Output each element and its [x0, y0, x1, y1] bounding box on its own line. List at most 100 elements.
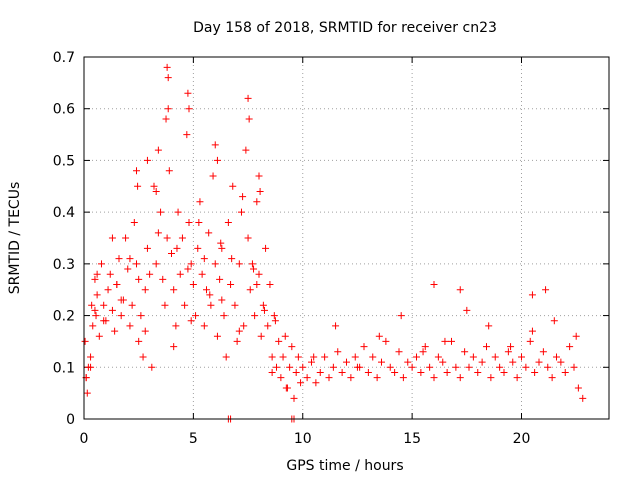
data-point — [378, 358, 385, 366]
data-point — [270, 312, 278, 320]
data-point — [469, 353, 477, 361]
data-point — [299, 363, 307, 371]
data-point — [528, 327, 536, 335]
data-point — [382, 337, 390, 345]
data-point — [395, 348, 403, 356]
data-point — [209, 172, 217, 180]
data-point — [216, 275, 224, 283]
data-point — [93, 270, 101, 278]
data-point — [122, 234, 130, 242]
data-point — [126, 322, 134, 330]
y-tick-label: 0.4 — [53, 205, 75, 221]
data-point — [266, 281, 274, 289]
data-point — [413, 353, 420, 361]
data-point — [548, 374, 556, 382]
y-tick-label: 0.7 — [53, 50, 75, 66]
data-point — [246, 286, 254, 294]
data-point — [108, 306, 116, 314]
data-point — [183, 131, 191, 139]
data-point — [198, 270, 206, 278]
data-point — [83, 389, 91, 397]
data-point — [483, 343, 490, 351]
data-point — [196, 198, 204, 206]
data-point — [104, 286, 112, 294]
data-point — [218, 244, 226, 252]
data-point — [288, 343, 296, 351]
data-point — [572, 332, 580, 340]
data-point — [255, 172, 263, 180]
data-point — [251, 312, 259, 320]
data-point — [113, 281, 121, 289]
data-point — [260, 306, 268, 314]
data-point — [281, 332, 289, 340]
data-point — [185, 218, 193, 226]
data-point — [321, 353, 329, 361]
data-point — [161, 301, 169, 309]
data-point — [259, 301, 267, 309]
data-point — [312, 379, 320, 387]
data-point — [434, 353, 442, 361]
data-point — [397, 312, 405, 320]
grid — [84, 57, 609, 419]
data-point — [222, 353, 230, 361]
data-point — [195, 218, 203, 226]
data-point — [343, 358, 350, 366]
x-axis-label: GPS time / hours — [286, 458, 403, 474]
y-axis-label: SRMTID / TECUs — [7, 182, 23, 295]
data-point — [126, 255, 134, 263]
data-point — [200, 322, 208, 330]
data-point — [157, 208, 165, 216]
data-point — [308, 358, 315, 366]
data-point — [275, 337, 283, 345]
data-point — [282, 384, 290, 392]
data-point — [181, 301, 189, 309]
y-tick-label: 0.1 — [53, 360, 75, 376]
data-point — [496, 363, 504, 371]
data-point — [465, 363, 473, 371]
data-point — [417, 368, 425, 376]
data-point — [456, 374, 464, 382]
data-point — [439, 358, 447, 366]
data-point — [211, 141, 219, 149]
data-point — [227, 281, 235, 289]
data-point — [194, 244, 202, 252]
data-point — [456, 286, 464, 294]
data-points — [81, 63, 587, 423]
data-point — [329, 363, 337, 371]
data-point — [172, 322, 180, 330]
y-tick-label: 0.2 — [53, 309, 75, 325]
data-point — [279, 353, 287, 361]
data-point — [579, 394, 587, 402]
data-point — [334, 348, 342, 356]
data-point — [93, 291, 101, 299]
data-point — [404, 358, 412, 366]
data-point — [184, 265, 192, 273]
y-tick-label: 0.3 — [53, 257, 75, 273]
data-point — [187, 260, 195, 268]
data-point — [248, 260, 256, 268]
data-point — [485, 322, 493, 330]
data-point — [233, 337, 241, 345]
data-point — [91, 275, 99, 283]
data-point — [176, 270, 184, 278]
data-point — [553, 353, 560, 361]
data-point — [164, 105, 172, 113]
data-point — [213, 332, 221, 340]
axis-ticks: 0 0.1 0.2 0.3 0.4 0.5 0.6 0.7 0 5 10 15 20 — [53, 50, 609, 447]
data-point — [419, 348, 427, 356]
data-point — [141, 286, 149, 294]
data-point — [108, 234, 116, 242]
data-point — [256, 187, 264, 195]
data-point — [134, 182, 142, 190]
data-point — [184, 89, 192, 97]
data-point — [277, 374, 285, 382]
data-point — [332, 322, 340, 330]
data-point — [253, 198, 261, 206]
data-point — [141, 327, 149, 335]
data-point — [139, 353, 147, 361]
data-point — [544, 363, 552, 371]
data-point — [290, 394, 298, 402]
data-point — [231, 301, 239, 309]
data-point — [570, 363, 578, 371]
